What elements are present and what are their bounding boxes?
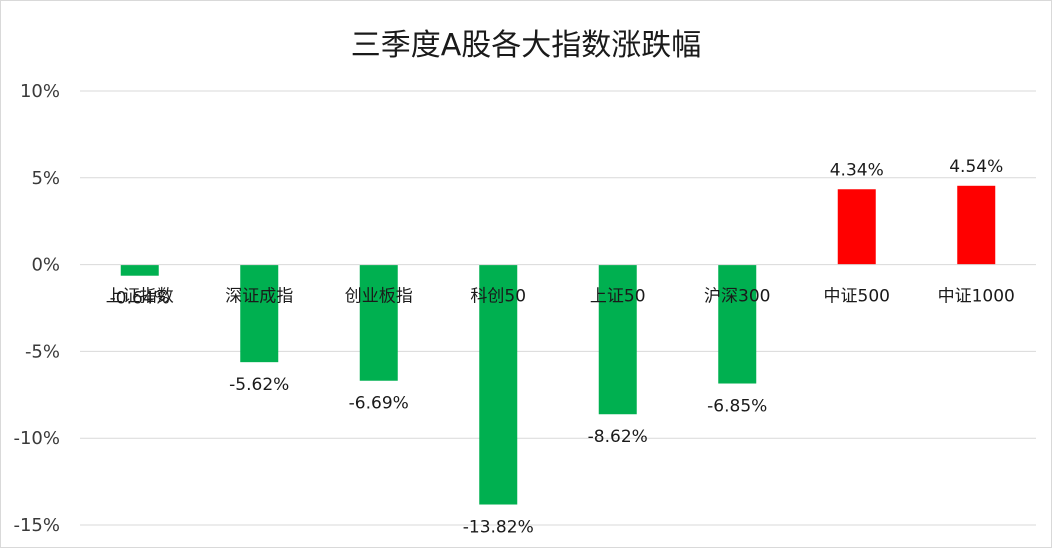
bars — [120, 185, 996, 505]
y-tick-label: 0% — [31, 255, 60, 276]
bar — [957, 185, 996, 265]
data-label: 4.34% — [830, 160, 884, 180]
y-axis-tick-labels: 10% 5% 0% -5% -10% -15% — [13, 81, 60, 536]
y-tick-label: 10% — [20, 81, 60, 102]
data-labels: -0.64% -5.62% -6.69% -13.82% -8.62% -6.85% 4.3… — [110, 157, 1004, 538]
category-label: 中证1000 — [938, 287, 1015, 307]
data-label: -6.85% — [707, 397, 767, 417]
category-label: 科创50 — [470, 287, 526, 307]
data-label: -5.62% — [229, 375, 289, 395]
bar — [240, 264, 279, 363]
category-label: 沪深300 — [704, 287, 770, 307]
y-tick-label: -15% — [13, 515, 60, 536]
data-label: -0.64% — [110, 289, 170, 309]
data-label: 4.54% — [949, 157, 1003, 177]
bar — [718, 264, 757, 384]
bar — [479, 264, 518, 505]
category-label: 上证指数 — [106, 287, 174, 307]
y-tick-label: 5% — [31, 168, 60, 189]
data-label: -13.82% — [463, 518, 534, 538]
bar — [120, 264, 159, 276]
category-label: 中证500 — [824, 287, 890, 307]
chart-title: 三季度A股各大指数涨跌幅 — [350, 28, 702, 63]
category-label: 创业板指 — [345, 287, 413, 307]
category-label: 上证50 — [590, 287, 646, 307]
data-label: -8.62% — [588, 427, 648, 447]
bar — [837, 189, 876, 265]
bar — [598, 264, 637, 415]
gridlines — [80, 90, 1036, 526]
category-labels: 上证指数 深证成指 创业板指 科创50 上证50 沪深300 中证500 中证1000 — [106, 287, 1015, 307]
bar — [359, 264, 398, 381]
y-tick-label: -5% — [25, 341, 60, 362]
data-label: -6.69% — [349, 394, 409, 414]
y-tick-label: -10% — [13, 428, 60, 449]
category-label: 深证成指 — [225, 287, 293, 307]
